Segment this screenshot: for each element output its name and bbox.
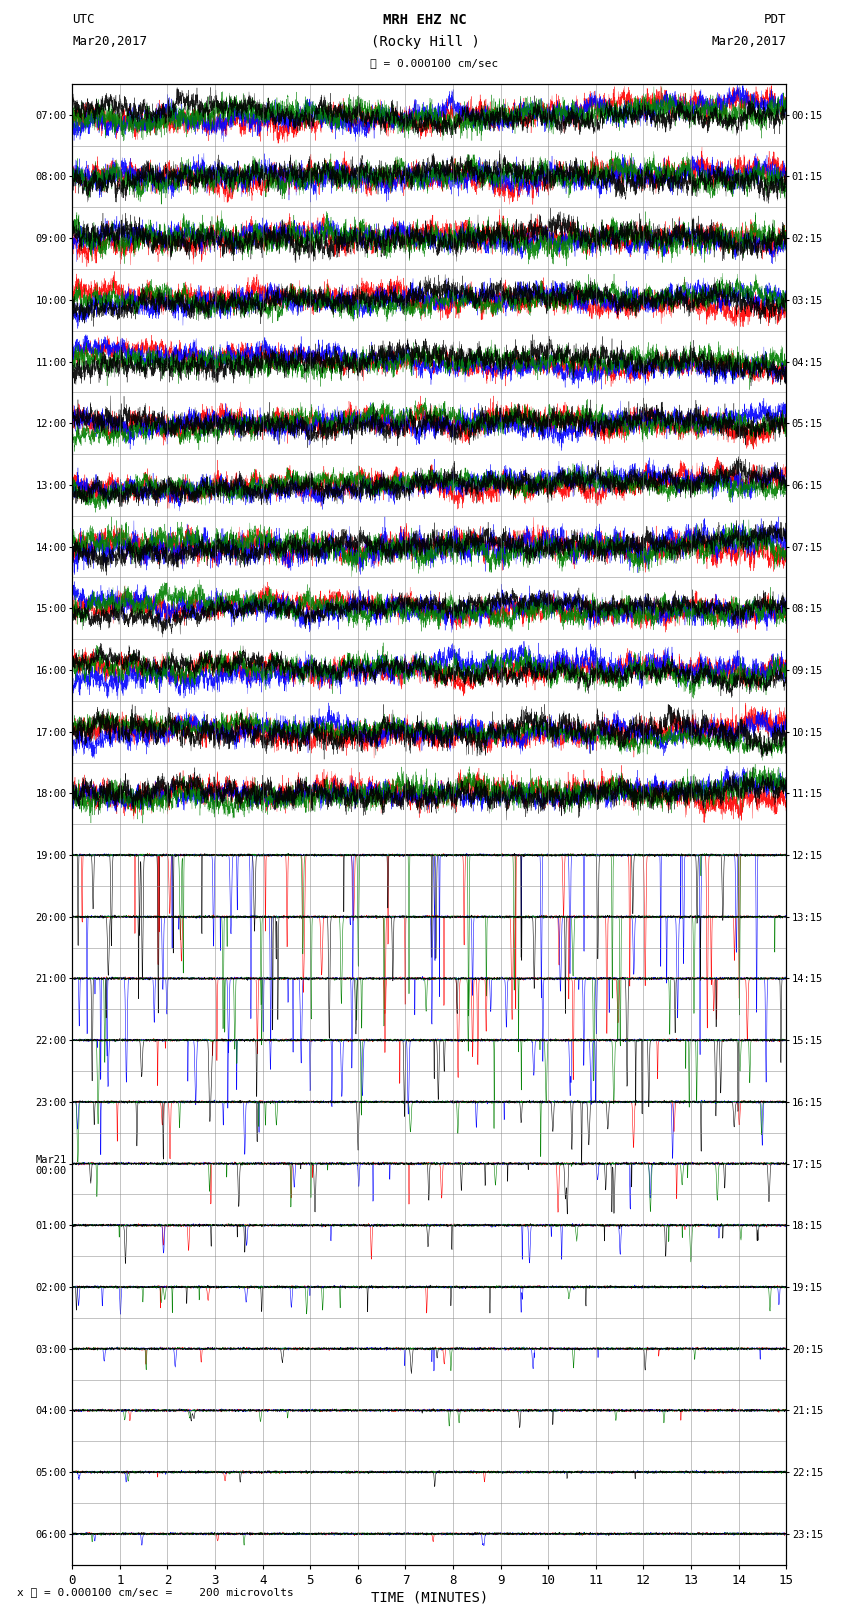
- X-axis label: TIME (MINUTES): TIME (MINUTES): [371, 1590, 488, 1605]
- Text: MRH EHZ NC: MRH EHZ NC: [383, 13, 467, 27]
- Text: PDT: PDT: [764, 13, 786, 26]
- Text: Mar20,2017: Mar20,2017: [711, 35, 786, 48]
- Text: x ⏐ = 0.000100 cm/sec =    200 microvolts: x ⏐ = 0.000100 cm/sec = 200 microvolts: [17, 1587, 294, 1597]
- Text: ⏐ = 0.000100 cm/sec: ⏐ = 0.000100 cm/sec: [370, 58, 498, 68]
- Text: UTC: UTC: [72, 13, 94, 26]
- Text: (Rocky Hill ): (Rocky Hill ): [371, 35, 479, 50]
- Text: Mar20,2017: Mar20,2017: [72, 35, 147, 48]
